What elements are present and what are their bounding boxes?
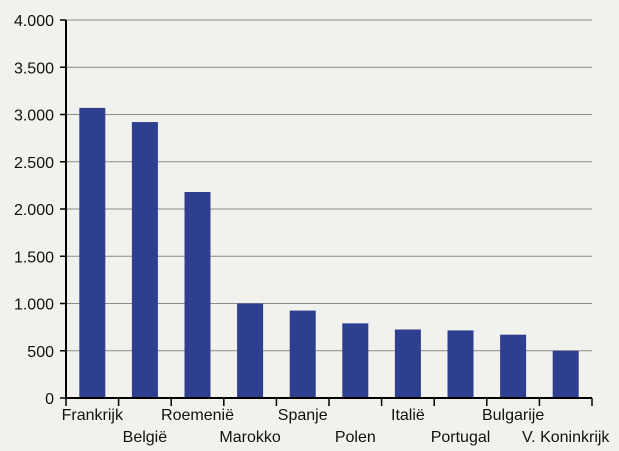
bar-6 xyxy=(342,323,369,398)
bar-2 xyxy=(131,122,158,398)
axes xyxy=(60,19,593,406)
x-tick-label: Portugal xyxy=(431,429,491,446)
y-tick-label: 1.000 xyxy=(14,297,54,314)
bar-9 xyxy=(500,334,527,398)
bar-5 xyxy=(289,310,316,398)
y-tick-label: 500 xyxy=(27,344,54,361)
bar-7 xyxy=(394,329,421,398)
x-tick-label: Bulgarije xyxy=(482,407,544,424)
y-tick-label: 4.000 xyxy=(14,13,54,30)
bar-1 xyxy=(79,107,106,398)
bar-3 xyxy=(184,191,211,398)
y-tick-labels: 0 500 1.000 1.500 2.000 2.500 3.000 3.500 4.000 xyxy=(14,13,54,408)
x-tick-label: Spanje xyxy=(278,407,328,424)
y-tick-label: 1.500 xyxy=(14,249,54,266)
x-tick-label: Italië xyxy=(391,407,425,424)
bar-10 xyxy=(552,350,579,398)
bar-4 xyxy=(237,303,264,398)
y-tick-label: 2.000 xyxy=(14,202,54,219)
y-tick-label: 2.500 xyxy=(14,155,54,172)
y-tick-label: 3.000 xyxy=(14,108,54,125)
x-tick-label: Polen xyxy=(335,429,376,446)
x-tick-label: Roemenië xyxy=(161,407,234,424)
x-tick-label: Marokko xyxy=(219,429,280,446)
x-tick-label: België xyxy=(123,429,168,446)
x-tick-label: Frankrijk xyxy=(62,407,124,424)
y-tick-label: 0 xyxy=(45,391,54,408)
x-tick-labels: Frankrijk België Roemenië Marokko Spanje Pole… xyxy=(62,407,611,446)
bars xyxy=(79,107,579,398)
y-tick-label: 3.500 xyxy=(14,60,54,77)
x-tick-label: V. Koninkrijk xyxy=(522,429,610,446)
bar-8 xyxy=(447,330,474,398)
